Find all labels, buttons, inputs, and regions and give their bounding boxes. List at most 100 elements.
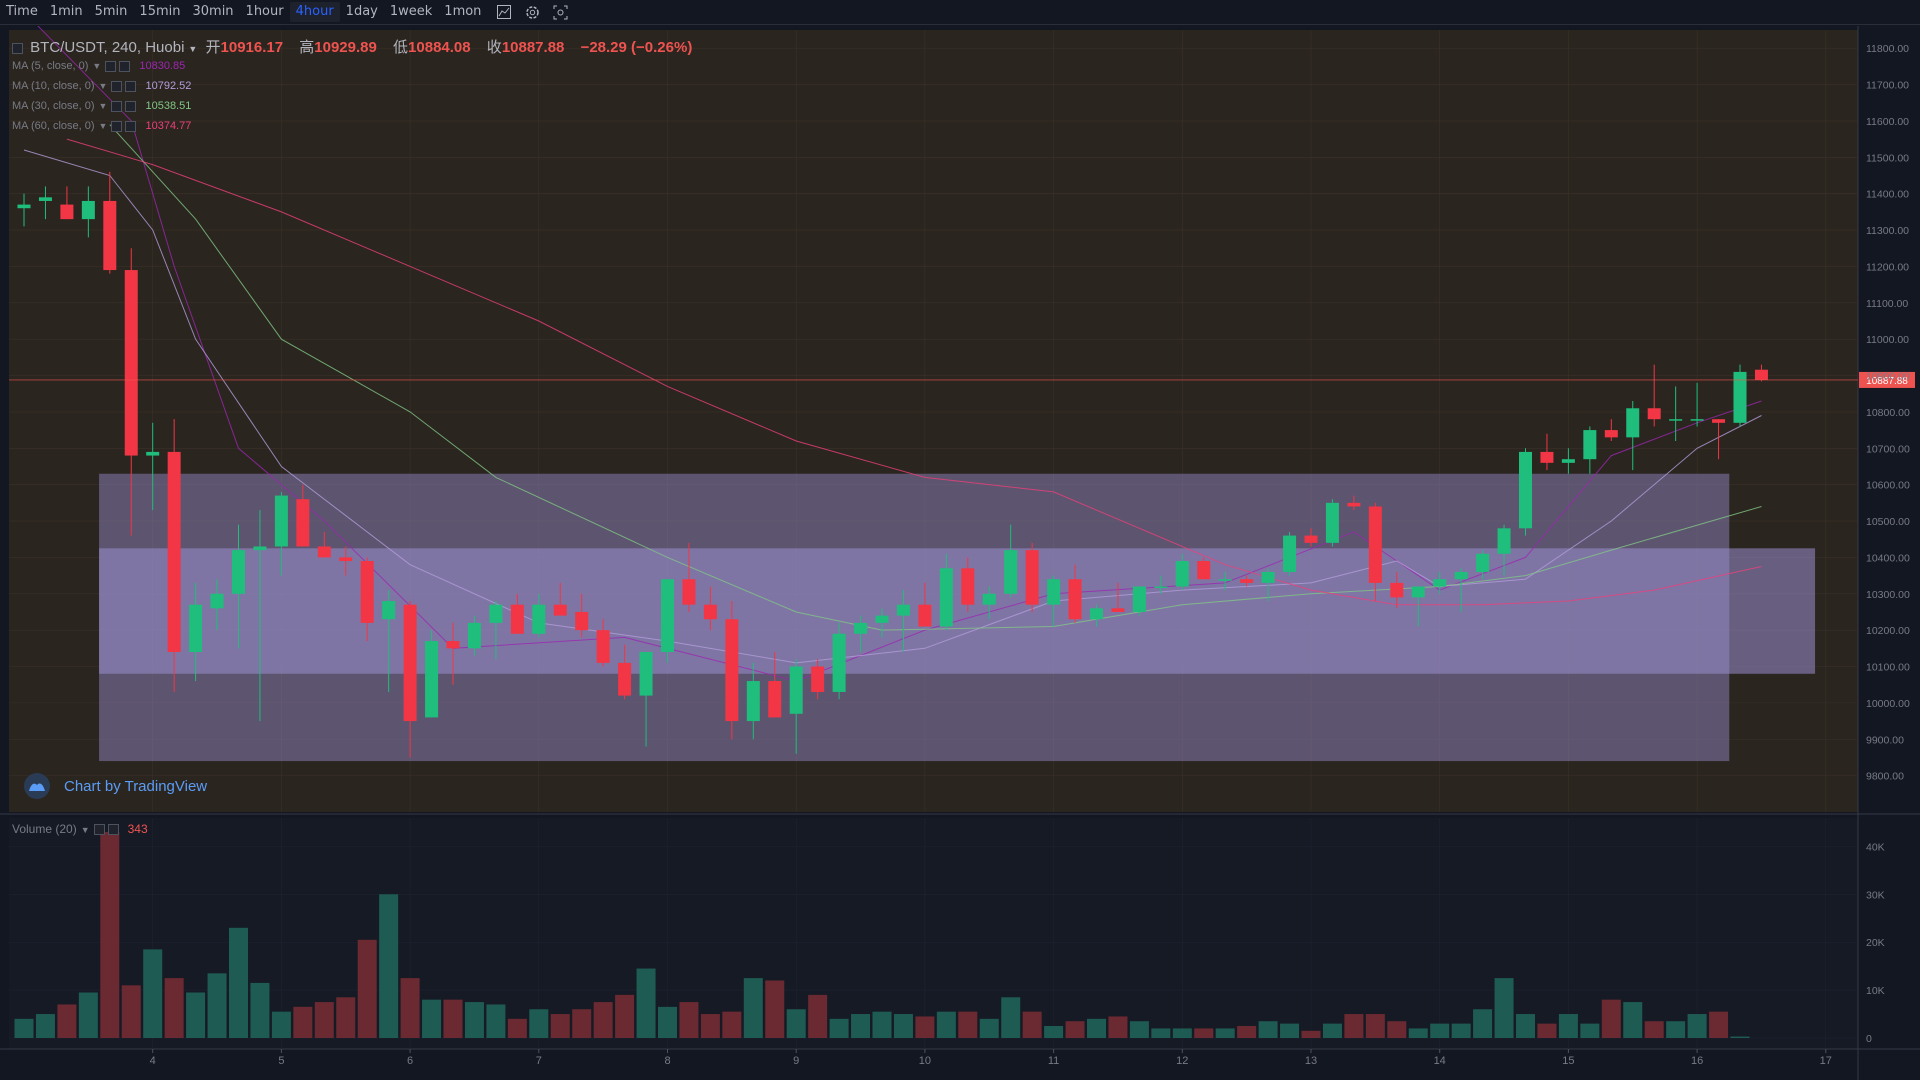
- timeframe-4hour[interactable]: 4hour: [289, 2, 340, 22]
- ma-label[interactable]: MA (5, close, 0): [12, 60, 89, 72]
- timeframe-30min[interactable]: 30min: [192, 4, 234, 19]
- candle: [189, 582, 203, 682]
- candle: [103, 171, 117, 274]
- close-label: 收: [486, 39, 502, 56]
- candle-body: [1519, 451, 1532, 529]
- volume-bar: [1280, 1023, 1300, 1038]
- ma-legend-row: MA (60, close, 0) ▼ 10374.77: [12, 120, 191, 132]
- volume-bar: [1215, 1028, 1235, 1038]
- close-icon[interactable]: [125, 120, 137, 132]
- visibility-icon[interactable]: [111, 120, 123, 132]
- candle-body: [896, 604, 910, 616]
- symbol-label[interactable]: BTC/USDT, 240, Huobi: [30, 39, 185, 56]
- volume-bar: [958, 1011, 978, 1038]
- candle: [1325, 499, 1339, 547]
- volume-bar: [722, 1011, 742, 1038]
- visibility-icon[interactable]: [105, 60, 117, 72]
- candle: [939, 553, 953, 631]
- screenshot-icon[interactable]: [549, 2, 571, 22]
- ma-legend-row: MA (30, close, 0) ▼ 10538.51: [12, 100, 191, 112]
- candle: [1647, 364, 1661, 427]
- volume-bar: [443, 999, 463, 1038]
- volume-bar: [550, 1014, 570, 1038]
- chevron-down-icon[interactable]: ▼: [80, 825, 90, 835]
- volume-bar: [336, 997, 356, 1038]
- ma-value: 10792.52: [145, 80, 192, 92]
- candle: [982, 586, 996, 620]
- volume-bar: [765, 980, 785, 1038]
- range-zone: [99, 548, 1816, 674]
- candle: [832, 622, 846, 700]
- chevron-down-icon[interactable]: ▼: [92, 61, 102, 71]
- price-tick-label: 10600.00: [1866, 480, 1910, 492]
- candle: [17, 193, 31, 227]
- settings-icon[interactable]: [521, 2, 543, 22]
- chevron-down-icon[interactable]: ▼: [98, 101, 108, 111]
- time-tick-label: 16: [1691, 1055, 1703, 1067]
- collapse-icon[interactable]: [12, 42, 23, 54]
- candle: [596, 619, 610, 667]
- candle-body: [1583, 430, 1597, 460]
- timeframe-1week[interactable]: 1week: [389, 4, 433, 19]
- chevron-down-icon[interactable]: ▼: [188, 44, 198, 54]
- timeframe-1day[interactable]: 1day: [345, 4, 378, 19]
- candle-body: [746, 681, 760, 722]
- price-tick-label: 9800.00: [1866, 771, 1904, 783]
- timeframe-5min[interactable]: 5min: [94, 4, 128, 19]
- volume-label[interactable]: Volume (20): [12, 822, 77, 836]
- open-label: 开: [205, 39, 221, 56]
- volume-bar: [1301, 1030, 1321, 1038]
- close-icon[interactable]: [125, 100, 137, 112]
- candle-body: [1261, 571, 1275, 583]
- price-chart[interactable]: 10887.88 9800.00 9900.00 10000.00 10100.00 10…: [0, 26, 1920, 1080]
- chevron-down-icon[interactable]: ▼: [98, 121, 108, 131]
- candle-body: [532, 604, 546, 634]
- price-tick-label: 10900.00: [1866, 371, 1910, 383]
- time-tick-label: 4: [150, 1055, 156, 1067]
- volume-tick-label: 0: [1866, 1033, 1872, 1045]
- candle: [1454, 568, 1468, 612]
- visibility-icon[interactable]: [93, 824, 105, 836]
- volume-bar: [1687, 1014, 1707, 1038]
- candle: [1540, 433, 1554, 471]
- visibility-icon[interactable]: [111, 100, 123, 112]
- candle-body: [1540, 451, 1554, 463]
- candle-body: [467, 622, 481, 649]
- close-icon[interactable]: [125, 80, 137, 92]
- volume-bar: [35, 1014, 55, 1038]
- volume-bar: [808, 994, 828, 1038]
- price-tick-label: 10400.00: [1866, 552, 1910, 564]
- candle-body: [639, 651, 653, 696]
- time-tick-label: 17: [1820, 1055, 1832, 1067]
- timeframe-toolbar: Time 1min 5min 15min 30min 1hour 4hour 1…: [0, 0, 1920, 25]
- volume-bar: [1065, 1021, 1085, 1038]
- timeframe-time[interactable]: Time: [6, 4, 38, 19]
- candle: [1476, 550, 1490, 580]
- tradingview-watermark[interactable]: Chart by TradingView: [24, 773, 207, 799]
- timeframe-15min[interactable]: 15min: [139, 4, 181, 19]
- visibility-icon[interactable]: [111, 80, 123, 92]
- ma-label[interactable]: MA (60, close, 0): [12, 120, 95, 132]
- time-tick-label: 9: [793, 1055, 799, 1067]
- candle: [1390, 571, 1404, 609]
- ma-line: [23, 149, 1762, 664]
- indicators-icon[interactable]: [493, 2, 515, 22]
- candle: [1347, 495, 1361, 511]
- close-icon[interactable]: [119, 60, 131, 72]
- chevron-down-icon[interactable]: ▼: [98, 81, 108, 91]
- low-label: 低: [393, 39, 409, 56]
- ma-label[interactable]: MA (10, close, 0): [12, 80, 95, 92]
- candle: [1626, 400, 1640, 471]
- close-icon[interactable]: [107, 824, 119, 836]
- time-tick-label: 13: [1305, 1055, 1317, 1067]
- volume-bar: [100, 832, 120, 1038]
- timeframe-1min[interactable]: 1min: [49, 4, 83, 19]
- ma-label[interactable]: MA (30, close, 0): [12, 100, 95, 112]
- candle: [146, 422, 160, 511]
- candle: [1283, 531, 1297, 576]
- timeframe-1hour[interactable]: 1hour: [245, 4, 284, 19]
- candle: [510, 593, 524, 634]
- candle: [317, 531, 331, 558]
- timeframe-1mon[interactable]: 1mon: [444, 4, 482, 19]
- candle-body: [1154, 586, 1168, 588]
